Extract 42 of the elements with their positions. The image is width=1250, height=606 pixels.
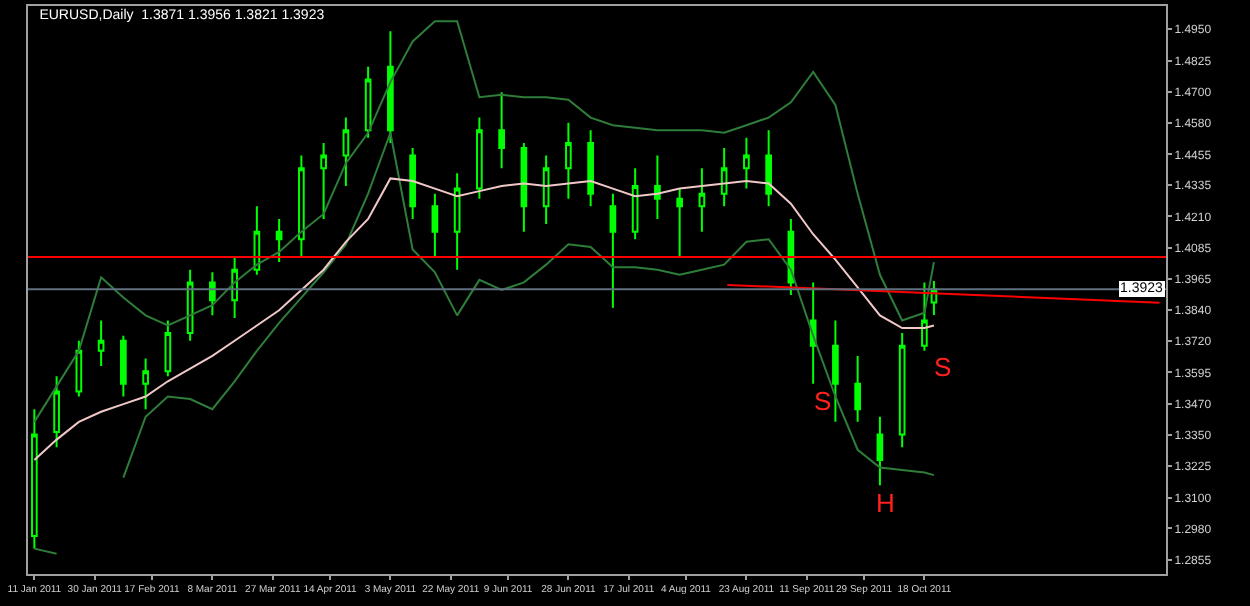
candlestick [832,319,839,423]
candlestick [498,91,505,170]
candlestick [765,129,772,208]
candlestick [631,167,639,241]
candlestick [298,154,305,259]
candlestick [676,187,683,259]
candlestick [31,408,38,550]
candlestick [342,116,350,188]
annotation: S [814,386,832,416]
annotation: S [934,352,952,382]
candlestick [453,172,461,271]
candlestick [720,147,728,208]
line-series [33,177,935,461]
candlestick [854,354,861,423]
candlestick [409,147,416,220]
candlestick [275,218,283,264]
line-series [33,20,935,423]
candlestick [921,281,928,352]
candlestick [142,357,149,411]
candlestick [53,375,60,449]
candlestick [542,154,550,226]
candlestick [164,319,172,378]
candlestick [120,334,127,398]
candlestick [565,121,572,200]
candlestick [609,192,617,309]
candlestick [876,415,884,487]
candlestick [476,116,483,200]
candlestick [320,141,327,220]
candlestick [364,65,372,139]
candlestick [743,136,750,190]
annotation: H [876,488,895,518]
candlestick [520,141,528,233]
candlestick [387,30,394,144]
candlestick [698,167,706,233]
candlestick [253,205,261,276]
candlestick [587,129,594,208]
candlestick [209,271,216,317]
candlestick [431,192,439,259]
candlestick [97,319,105,368]
candlestick [654,154,661,220]
candlestick [809,281,817,385]
candlestick [898,332,906,449]
